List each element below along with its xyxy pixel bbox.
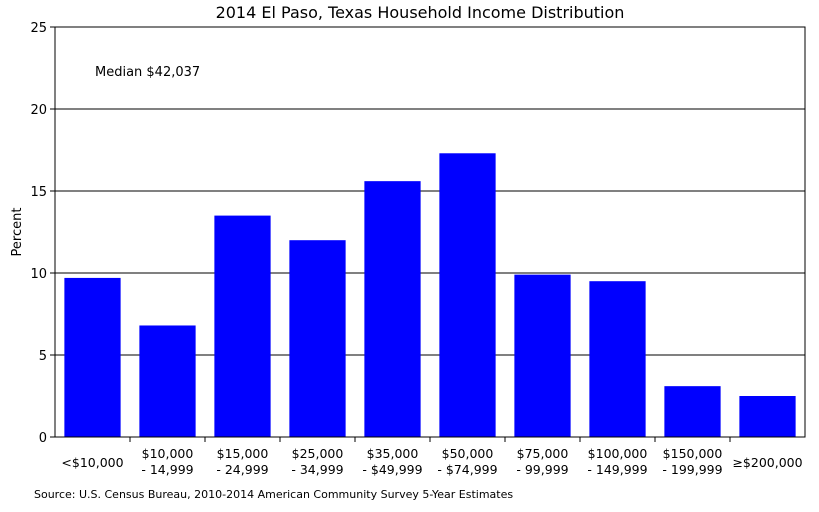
x-tick-label: $150,000 <box>663 446 723 461</box>
x-tick-label: - 34,999 <box>291 462 343 477</box>
x-tick-label: - 14,999 <box>141 462 193 477</box>
bar <box>439 153 496 437</box>
bar <box>364 181 421 437</box>
bar <box>739 396 796 437</box>
y-tick-label: 0 <box>39 431 47 446</box>
x-tick-label: $100,000 <box>588 446 648 461</box>
x-tick-label: - $74,999 <box>437 462 497 477</box>
bar <box>64 277 121 437</box>
x-tick-label: - 149,999 <box>587 462 647 477</box>
y-tick-label: 10 <box>30 267 47 282</box>
bar <box>664 386 721 437</box>
chart-title: 2014 El Paso, Texas Household Income Dis… <box>216 3 625 22</box>
source-note: Source: U.S. Census Bureau, 2010-2014 Am… <box>34 488 513 501</box>
bar <box>214 215 271 437</box>
x-tick-label: <$10,000 <box>61 455 123 470</box>
gridlines <box>55 108 805 356</box>
y-tick-label: 15 <box>30 185 47 200</box>
x-tick-label: $50,000 <box>442 446 494 461</box>
y-tick-label: 5 <box>39 349 47 364</box>
x-tick-label: - 99,999 <box>516 462 568 477</box>
y-axis-label: Percent <box>10 208 25 257</box>
bar <box>589 281 646 437</box>
bar <box>139 325 196 437</box>
y-axis-ticks: 0 5 10 15 20 25 <box>30 21 55 446</box>
x-axis-labels: <$10,000 $10,000- 14,999 $15,000- 24,999 $2… <box>61 437 803 477</box>
median-annotation: Median $42,037 <box>95 65 200 80</box>
y-tick-label: 25 <box>30 21 47 36</box>
x-tick-label: - 24,999 <box>216 462 268 477</box>
x-tick-label: ≥$200,000 <box>732 455 802 470</box>
y-tick-label: 20 <box>30 103 47 118</box>
x-tick-label: - $49,999 <box>362 462 422 477</box>
x-tick-label: $75,000 <box>517 446 569 461</box>
x-tick-label: $35,000 <box>367 446 419 461</box>
bar <box>289 240 346 437</box>
bar <box>514 274 571 437</box>
x-tick-label: $15,000 <box>217 446 269 461</box>
x-tick-label: - 199,999 <box>662 462 722 477</box>
x-tick-label: $10,000 <box>142 446 194 461</box>
x-tick-label: $25,000 <box>292 446 344 461</box>
bars <box>64 153 796 437</box>
